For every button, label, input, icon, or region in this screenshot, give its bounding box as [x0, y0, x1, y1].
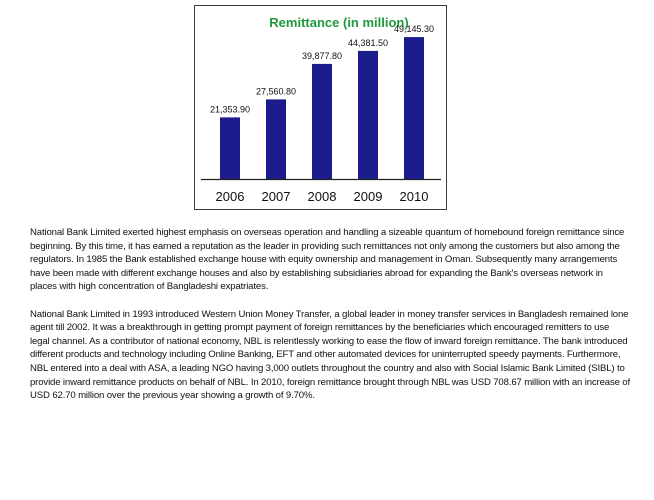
bar-2008 — [312, 63, 332, 179]
data-label-2007: 27,560.80 — [256, 86, 296, 96]
paragraph-overseas-operation: National Bank Limited exerted highest em… — [30, 227, 625, 293]
remittance-chart-svg: Remittance (in million) 21,353.90 2006 27,5… — [201, 15, 441, 204]
body-text: National Bank Limited exerted highest em… — [30, 226, 630, 416]
bar-2010 — [404, 37, 424, 179]
x-tick-2007: 2007 — [262, 189, 291, 204]
data-label-2008: 39,877.80 — [302, 51, 342, 61]
bar-2009 — [358, 50, 378, 180]
paragraph-western-union: National Bank Limited in 1993 introduced… — [30, 308, 630, 402]
data-label-2010: 49,145.30 — [394, 24, 434, 34]
x-tick-2008: 2008 — [308, 189, 337, 204]
data-label-2009: 44,381.50 — [348, 38, 388, 48]
chart-title: Remittance (in million) — [269, 15, 408, 30]
x-tick-2009: 2009 — [354, 189, 383, 204]
x-tick-2010: 2010 — [400, 189, 429, 204]
bar-2007 — [266, 99, 286, 179]
data-label-2006: 21,353.90 — [210, 104, 250, 114]
x-tick-2006: 2006 — [216, 189, 245, 204]
remittance-chart: Remittance (in million) 21,353.90 2006 27,5… — [194, 5, 447, 210]
bar-2006 — [220, 117, 240, 179]
